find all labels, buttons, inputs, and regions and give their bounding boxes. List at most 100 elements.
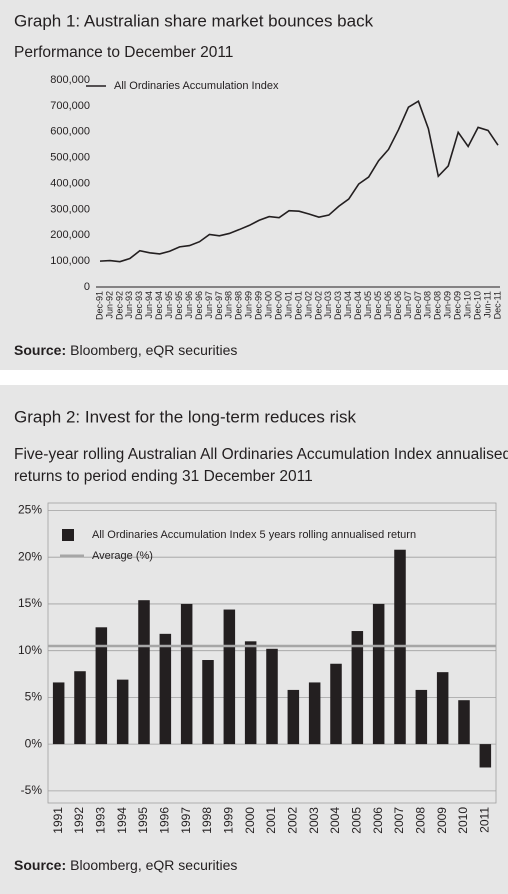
y-tick-label: 0 <box>84 281 90 293</box>
bar <box>159 633 172 745</box>
panel <box>0 0 508 370</box>
panel <box>0 385 508 894</box>
x-tick-label: 2009 <box>435 807 449 834</box>
source-text: Bloomberg, eQR securities <box>70 857 237 873</box>
x-tick-label: 2003 <box>307 807 321 834</box>
x-tick-label: 2005 <box>350 807 364 834</box>
legend-label: Average (%) <box>92 550 153 562</box>
x-tick-label: Jun-06 <box>383 291 393 319</box>
bar <box>351 631 364 745</box>
x-tick-label: Jun-09 <box>443 291 453 319</box>
y-tick-label: 15% <box>18 596 42 610</box>
source-label: Source: <box>14 857 66 873</box>
x-tick-label: Jun-10 <box>463 291 473 319</box>
x-tick-label: Dec-94 <box>154 291 164 320</box>
y-tick-label: 600,000 <box>50 126 90 138</box>
x-tick-label: 1995 <box>136 807 150 834</box>
x-tick-label: Jun-93 <box>124 291 134 319</box>
bar <box>287 689 300 745</box>
chart-subtitle: Five-year rolling Australian All Ordinar… <box>14 446 508 485</box>
y-tick-label: 100,000 <box>50 255 90 267</box>
bar <box>52 682 65 745</box>
y-tick-label: 10% <box>18 643 42 657</box>
x-tick-label: 2008 <box>414 807 428 834</box>
plot-frame <box>47 502 497 804</box>
x-tick-label: 1996 <box>158 807 172 834</box>
y-tick-label: 200,000 <box>50 229 90 241</box>
x-tick-label: 2001 <box>264 807 278 834</box>
bar <box>223 609 236 745</box>
x-tick-label: Dec-08 <box>433 291 443 320</box>
legend-label: All Ordinaries Accumulation Index 5 year… <box>92 529 416 541</box>
x-tick-label: Jun-00 <box>264 291 274 319</box>
x-tick-label: 2004 <box>328 807 342 834</box>
y-tick-label: -5% <box>21 783 43 797</box>
x-tick-label: Dec-95 <box>174 291 184 320</box>
bar <box>244 641 257 745</box>
chart-title: Graph 1: Australian share market bounces… <box>14 11 374 30</box>
x-tick-label: 1991 <box>51 807 65 834</box>
x-tick-label: Dec-93 <box>134 291 144 320</box>
x-tick-label: Dec-11 <box>492 291 502 319</box>
x-tick-label: Jun-01 <box>283 291 293 319</box>
bar <box>308 682 321 745</box>
x-tick-label: 1993 <box>94 807 108 834</box>
legend-swatch <box>62 529 74 541</box>
y-tick-label: 5% <box>25 690 43 704</box>
chart-subtitle: Performance to December 2011 <box>14 44 233 61</box>
x-tick-label: Dec-99 <box>254 291 264 320</box>
x-tick-label: 2007 <box>392 807 406 834</box>
x-tick-label: 1999 <box>222 807 236 834</box>
x-tick-label: Dec-10 <box>472 291 482 320</box>
x-tick-label: Jun-96 <box>184 291 194 319</box>
x-tick-label: Dec-05 <box>373 291 383 320</box>
bar <box>372 603 385 745</box>
bar <box>436 672 449 745</box>
x-tick-label: 2010 <box>456 807 470 834</box>
y-tick-label: 700,000 <box>50 100 90 112</box>
x-tick-label: Dec-09 <box>453 291 463 320</box>
bar <box>202 660 214 745</box>
x-tick-label: 2002 <box>286 807 300 834</box>
x-tick-label: Jun-98 <box>224 291 234 319</box>
line <box>99 100 499 263</box>
bar <box>458 700 470 745</box>
x-tick-label: Dec-01 <box>293 291 303 320</box>
bar <box>95 627 108 745</box>
x-tick-label: Jun-11 <box>482 291 492 318</box>
y-tick-label: 25% <box>18 503 42 517</box>
y-tick-label: 20% <box>18 549 42 563</box>
x-tick-label: Dec-00 <box>273 291 283 320</box>
bar <box>180 603 193 745</box>
x-tick-label: 2011 <box>478 807 492 833</box>
x-tick-label: 2000 <box>243 807 257 834</box>
source: Source: Bloomberg, eQR securities <box>14 342 237 358</box>
y-tick-label: 300,000 <box>50 203 90 215</box>
x-tick-label: Dec-03 <box>333 291 343 320</box>
bar <box>330 663 342 745</box>
x-tick-label: Jun-95 <box>164 291 174 319</box>
bar <box>116 679 129 745</box>
y-tick-label: 0% <box>25 736 43 750</box>
x-tick-label: Dec-91 <box>94 291 104 320</box>
source-text: Bloomberg, eQR securities <box>70 342 237 358</box>
x-tick-label: Dec-02 <box>313 291 323 320</box>
bar <box>415 689 428 745</box>
x-tick-label: Dec-92 <box>114 291 124 320</box>
x-tick-label: 1997 <box>179 807 193 834</box>
x-tick-label: Jun-08 <box>423 291 433 319</box>
x-tick-label: Dec-96 <box>194 291 204 320</box>
x-tick-label: Jun-05 <box>363 291 373 319</box>
y-tick-label: 500,000 <box>50 152 90 164</box>
source-label: Source: <box>14 342 66 358</box>
x-tick-label: Jun-92 <box>104 291 114 319</box>
x-tick-label: 1992 <box>72 807 86 834</box>
legend-label: All Ordinaries Accumulation Index <box>114 80 279 92</box>
bar <box>479 744 492 768</box>
x-tick-label: Jun-97 <box>204 291 214 319</box>
x-tick-label: 2006 <box>371 807 385 834</box>
chart-title: Graph 2: Invest for the long-term reduce… <box>14 407 357 426</box>
x-tick-label: Jun-99 <box>244 291 254 319</box>
x-tick-label: Jun-04 <box>343 291 353 319</box>
